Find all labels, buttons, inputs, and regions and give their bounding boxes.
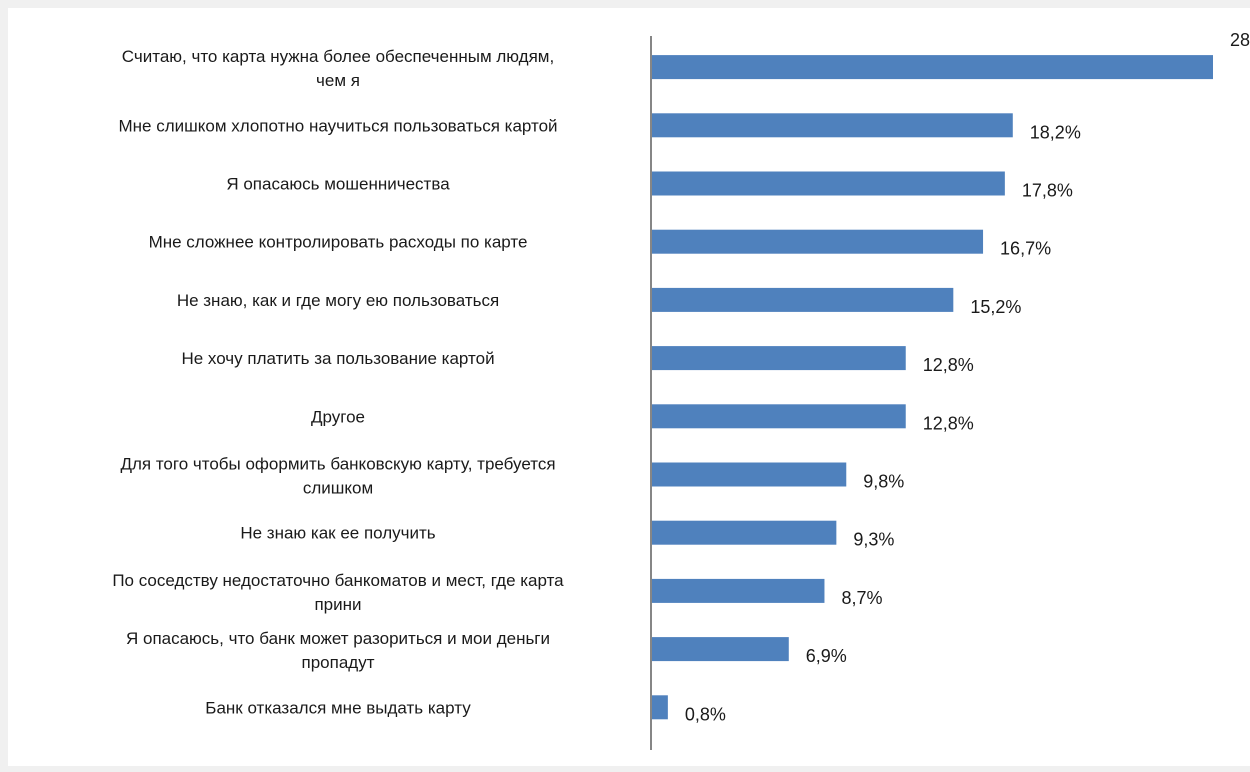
category-label-8: Для того чтобы оформить банковскую карту… bbox=[120, 455, 555, 498]
bar-7 bbox=[652, 404, 906, 429]
value-label-5: 15,2% bbox=[970, 297, 1021, 317]
category-label-5: Не знаю, как и где могу ею пользоваться bbox=[177, 291, 499, 310]
bar-2 bbox=[652, 113, 1013, 138]
value-label-7: 12,8% bbox=[923, 413, 974, 433]
bar-5 bbox=[652, 287, 954, 312]
bar-4 bbox=[652, 229, 984, 254]
category-label-10: По соседству недостаточно банкоматов и м… bbox=[112, 571, 564, 614]
value-label-2: 18,2% bbox=[1030, 122, 1081, 142]
value-label-6: 12,8% bbox=[923, 355, 974, 375]
value-label-9: 9,3% bbox=[853, 530, 894, 550]
chart-panel: Считаю, что карта нужна более обеспеченн… bbox=[8, 8, 1250, 766]
category-label-7: Другое bbox=[311, 407, 365, 426]
bar-chart: Считаю, что карта нужна более обеспеченн… bbox=[112, 30, 1250, 750]
bar-3 bbox=[652, 171, 1005, 196]
category-label-3: Я опасаюсь мошенничества bbox=[226, 175, 450, 194]
category-label-11: Я опасаюсь, что банк может разориться и … bbox=[126, 629, 550, 672]
bar-1 bbox=[652, 55, 1213, 80]
bar-12 bbox=[652, 695, 668, 720]
bar-11 bbox=[652, 637, 789, 662]
bar-10 bbox=[652, 578, 825, 603]
category-label-12: Банк отказался мне выдать карту bbox=[205, 698, 471, 717]
value-label-8: 9,8% bbox=[863, 472, 904, 492]
value-label-11: 6,9% bbox=[806, 646, 847, 666]
category-labels-group: Считаю, что карта нужна более обеспеченн… bbox=[112, 47, 564, 717]
category-label-9: Не знаю как ее получить bbox=[240, 524, 435, 543]
category-label-4: Мне сложнее контролировать расходы по ка… bbox=[149, 233, 528, 252]
bar-8 bbox=[652, 462, 847, 487]
bar-6 bbox=[652, 346, 906, 371]
value-label-3: 17,8% bbox=[1022, 181, 1073, 201]
category-label-2: Мне слишком хлопотно научиться пользоват… bbox=[118, 116, 557, 135]
category-label-1: Считаю, что карта нужна более обеспеченн… bbox=[122, 47, 554, 90]
value-labels-group: 28,3% 18,2% 17,8% 16,7% 15,2% 12,8% 12,8% 9,8% 9… bbox=[685, 30, 1250, 724]
category-label-6: Не хочу платить за пользование картой bbox=[181, 349, 494, 368]
bar-9 bbox=[652, 520, 837, 545]
value-label-1: 28,3% bbox=[1230, 30, 1250, 50]
bars-group bbox=[652, 55, 1213, 720]
value-label-10: 8,7% bbox=[841, 588, 882, 608]
value-label-4: 16,7% bbox=[1000, 239, 1051, 259]
value-label-12: 0,8% bbox=[685, 704, 726, 724]
